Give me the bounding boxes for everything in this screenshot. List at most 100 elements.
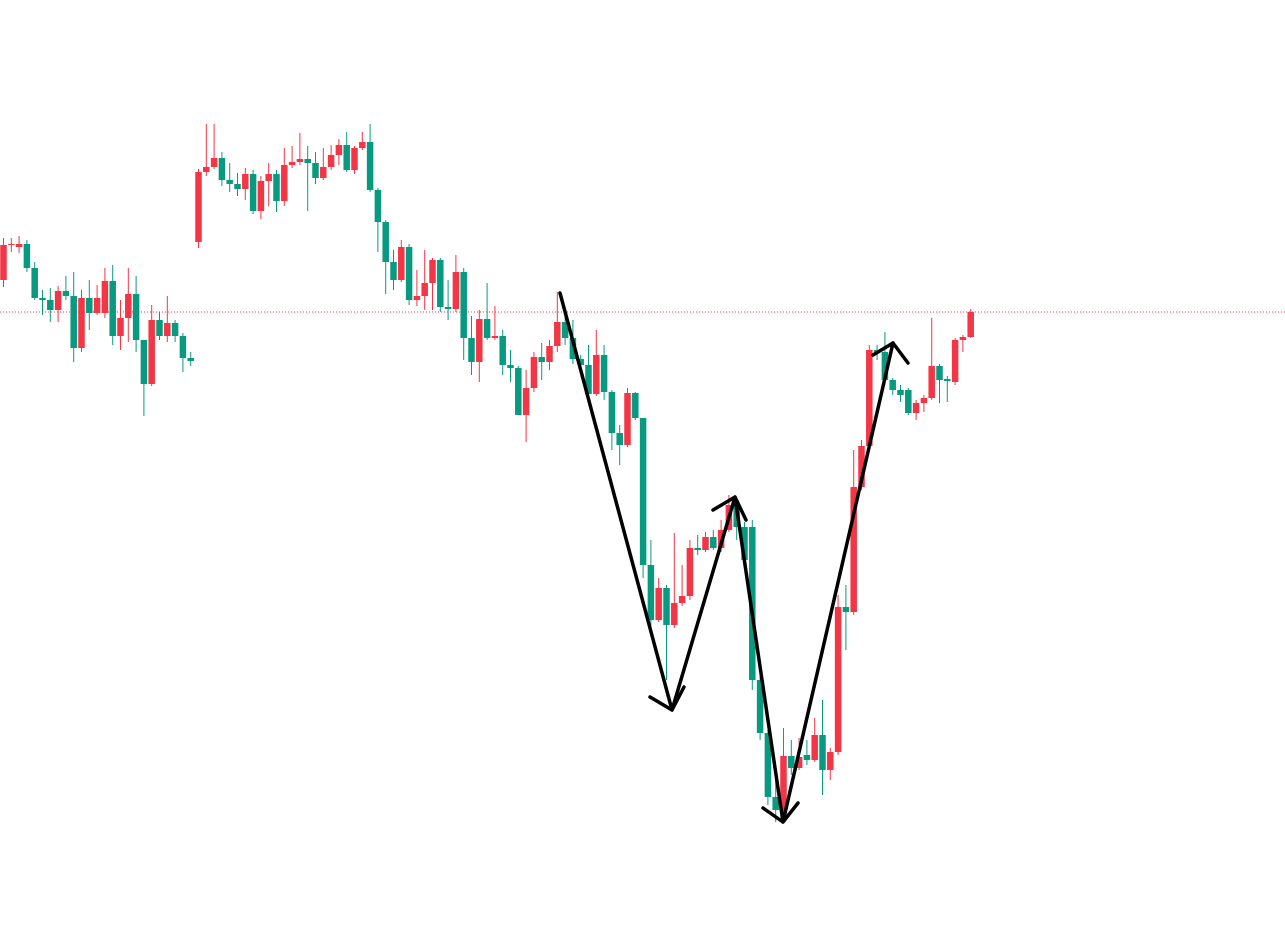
candle-body: [959, 337, 967, 340]
arrow-head: [711, 495, 748, 522]
candle-body: [23, 244, 31, 268]
candle-body: [327, 155, 335, 167]
pattern-drawing: [558, 291, 910, 824]
candle-body: [741, 527, 748, 560]
candle-body: [710, 537, 717, 548]
candle-body: [967, 312, 974, 337]
candle-body: [850, 487, 857, 612]
candle-body: [686, 548, 694, 596]
candle-body: [78, 298, 85, 348]
candle-body: [70, 296, 77, 348]
candle-body: [304, 159, 311, 163]
candle-body: [912, 403, 920, 413]
candle-body: [663, 588, 670, 625]
candle-body: [889, 380, 896, 390]
candle-body: [320, 167, 327, 178]
candle-body: [881, 352, 889, 380]
candle-body: [780, 756, 787, 810]
candle-body: [171, 323, 179, 336]
candle-body: [577, 359, 584, 365]
candles: [0, 124, 974, 822]
candle-body: [476, 319, 483, 362]
candle-body: [405, 247, 413, 300]
candle-body: [515, 368, 522, 415]
candle-body: [195, 172, 202, 242]
candle-body: [429, 260, 436, 283]
candle-body: [499, 336, 506, 365]
candle-body: [554, 322, 561, 346]
candle-body: [507, 365, 514, 368]
candle-body: [164, 323, 171, 336]
candle-body: [398, 247, 405, 280]
candle-body: [62, 291, 70, 296]
candle-body: [452, 272, 460, 309]
candle-body: [273, 174, 280, 201]
candle-body: [312, 163, 319, 178]
candle-body: [483, 319, 491, 338]
candle-body: [616, 433, 623, 445]
candle-body: [460, 272, 467, 338]
candle-body: [647, 565, 655, 620]
candle-body: [803, 755, 811, 760]
candle-body: [413, 296, 421, 300]
candle-body: [561, 322, 569, 338]
candle-body: [444, 307, 452, 309]
candle-body: [811, 735, 818, 760]
candle-body: [569, 338, 577, 359]
candle-body: [694, 548, 701, 550]
candle-body: [187, 358, 194, 361]
candle-body: [593, 355, 600, 394]
candle-body: [218, 158, 226, 180]
candle-body: [491, 336, 499, 338]
candle-body: [257, 181, 265, 211]
candle-body: [530, 357, 538, 388]
candle-body: [546, 346, 553, 362]
candle-body: [858, 446, 865, 487]
candle-body: [920, 398, 928, 403]
candle-body: [772, 797, 779, 810]
candle-body: [819, 735, 826, 770]
arrow-head: [871, 341, 910, 365]
candle-body: [109, 281, 116, 336]
candle-body: [538, 357, 545, 362]
candle-body: [288, 162, 296, 165]
candle-body: [944, 379, 951, 381]
candle-body: [585, 365, 592, 394]
candle-body: [335, 145, 343, 155]
candle-body: [366, 142, 374, 190]
candle-body: [0, 245, 7, 280]
candle-body: [866, 350, 873, 446]
candle-body: [249, 174, 257, 211]
candle-body: [390, 262, 397, 280]
arrow-head: [761, 801, 800, 824]
candle-body: [421, 283, 428, 296]
candle-body: [148, 320, 155, 384]
candle-body: [600, 355, 608, 392]
candle-body: [140, 340, 148, 384]
candle-body: [624, 393, 631, 445]
candle-body: [8, 244, 15, 245]
candle-body: [242, 174, 249, 189]
candle-body: [343, 145, 350, 170]
candle-body: [93, 298, 101, 313]
candle-body: [702, 537, 709, 550]
candle-body: [203, 167, 210, 172]
candle-body: [117, 318, 124, 336]
candle-body: [125, 294, 132, 318]
candle-body: [632, 393, 639, 418]
candle-body: [897, 390, 904, 395]
candle-body: [608, 392, 616, 433]
candle-body: [842, 607, 850, 612]
candle-body: [265, 174, 272, 181]
candle-body: [374, 190, 382, 222]
candle-body: [234, 184, 241, 189]
candle-body: [795, 757, 803, 768]
candle-body: [15, 244, 23, 247]
candle-body: [928, 366, 935, 398]
candle-body: [382, 222, 389, 262]
candle-body: [671, 603, 678, 625]
candle-body: [296, 159, 304, 162]
candle-body: [639, 418, 647, 565]
